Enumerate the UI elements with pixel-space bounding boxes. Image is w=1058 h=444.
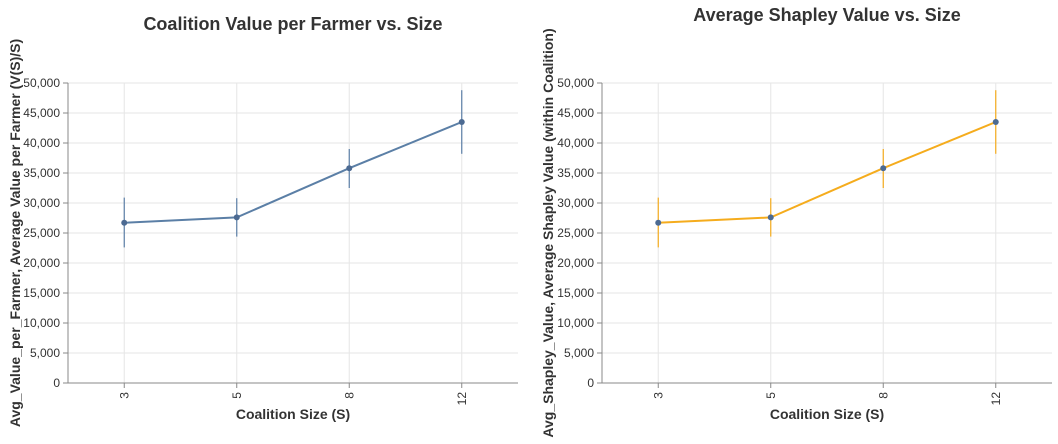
chart-right-y-tick-label: 15,000 [557,286,594,300]
chart-right-x-tick-label: 3 [651,392,665,399]
chart-left-series-line [124,121,463,224]
chart-left-x-tick-label: 5 [230,392,244,399]
chart-left-data-point [346,165,353,172]
chart-left: Coalition Value per Farmer vs. Size Coal… [7,14,518,427]
chart-right-grid [602,82,1052,384]
chart-left-axes: 0 5,000 10,000 15,000 20,000 25,000 30,000 35,0… [23,76,518,405]
chart-right-data-point [767,214,774,221]
chart-left-y-tick-label: 15,000 [23,286,60,300]
chart-left-y-tick-label: 35,000 [23,166,60,180]
chart-right-x-tick-label: 8 [876,392,890,399]
chart-left-title: Coalition Value per Farmer vs. Size [143,14,442,34]
chart-left-y-tick-label: 30,000 [23,196,60,210]
chart-left-y-tick-label: 20,000 [23,256,60,270]
chart-left-y-tick-label: 45,000 [23,106,60,120]
chart-right-y-tick-label: 5,000 [564,346,594,360]
chart-left-data-point [121,219,128,226]
chart-right-y-tick-label: 0 [587,376,594,390]
chart-left-x-tick-label: 3 [117,392,131,399]
chart-right-data-point [992,119,999,125]
chart-right-marks [655,90,999,248]
chart-right-x-tick-label: 5 [764,392,778,399]
chart-left-y-tick-label: 25,000 [23,226,60,240]
chart-right-axes: 0 5,000 10,000 15,000 20,000 25,000 30,000 35,0… [557,76,1052,405]
chart-left-grid [68,82,518,384]
chart-right-y-tick-label: 45,000 [557,106,594,120]
chart-left-data-point [233,214,240,221]
chart-left-y-tick-label: 50,000 [23,76,60,90]
chart-right-x-tick-label: 12 [989,392,1003,406]
chart-left-y-tick-label: 40,000 [23,136,60,150]
chart-right-y-tick-label: 10,000 [557,316,594,330]
chart-right-y-tick-label: 30,000 [557,196,594,210]
chart-left-y-tick-label: 0 [53,376,60,390]
chart-left-y-tick-label: 10,000 [23,316,60,330]
chart-right-y-tick-label: 40,000 [557,136,594,150]
chart-right-y-tick-label: 35,000 [557,166,594,180]
chart-right-y-tick-label: 50,000 [557,76,594,90]
chart-left-marks [121,90,465,248]
chart-right-y-tick-label: 20,000 [557,256,594,270]
chart-left-y-tick-label: 5,000 [30,346,60,360]
chart-right-data-point [655,219,662,226]
chart-right-data-point [880,165,887,172]
chart-left-x-tick-label: 12 [455,392,469,406]
chart-left-data-point [458,119,465,125]
chart-left-y-axis-title: Avg_Value_per_Farmer, Average Value per … [7,39,23,427]
chart-right-y-axis-title: Avg_Shapley_Value, Average Shapley Value… [540,28,556,437]
chart-right-x-axis-title: Coalition Size (S) [770,406,884,422]
chart-left-x-axis-title: Coalition Size (S) [236,406,350,422]
chart-right-series-line [658,121,997,224]
chart-left-x-tick-label: 8 [342,392,356,399]
chart-right-y-tick-label: 25,000 [557,226,594,240]
chart-right: Average Shapley Value vs. Size Coalition… [540,5,1052,438]
chart-right-title: Average Shapley Value vs. Size [693,5,960,25]
